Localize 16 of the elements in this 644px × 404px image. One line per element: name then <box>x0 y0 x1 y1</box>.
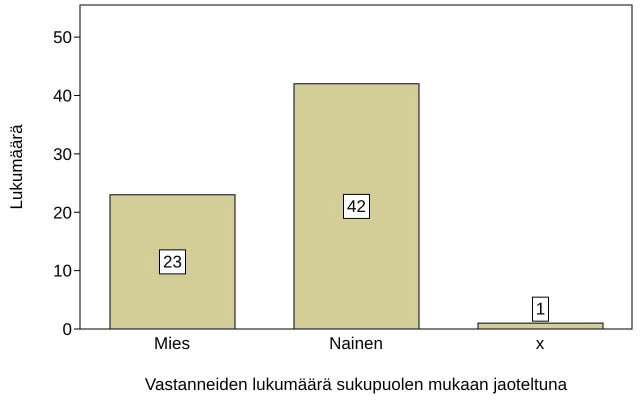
y-tick-label: 20 <box>53 203 72 222</box>
bar <box>110 194 236 329</box>
y-tick-label: 0 <box>62 320 72 340</box>
x-tick-label: x <box>536 334 545 354</box>
y-tick-label: 30 <box>53 144 72 164</box>
y-tick-label: 40 <box>53 86 72 106</box>
x-axis-title: Vastanneiden lukumäärä sukupuolen mukaan jaoteltuna <box>144 375 568 394</box>
bar <box>294 83 420 329</box>
x-tick-label: Nainen <box>329 334 383 354</box>
y-tick-label: 50 <box>53 28 72 48</box>
data-label: 1 <box>536 300 546 319</box>
data-label: 23 <box>163 252 182 272</box>
y-tick-label: 10 <box>53 262 72 281</box>
y-axis-title: Lukumäärä <box>7 124 26 210</box>
data-label: 42 <box>347 196 366 216</box>
x-tick-label: Mies <box>154 334 190 354</box>
